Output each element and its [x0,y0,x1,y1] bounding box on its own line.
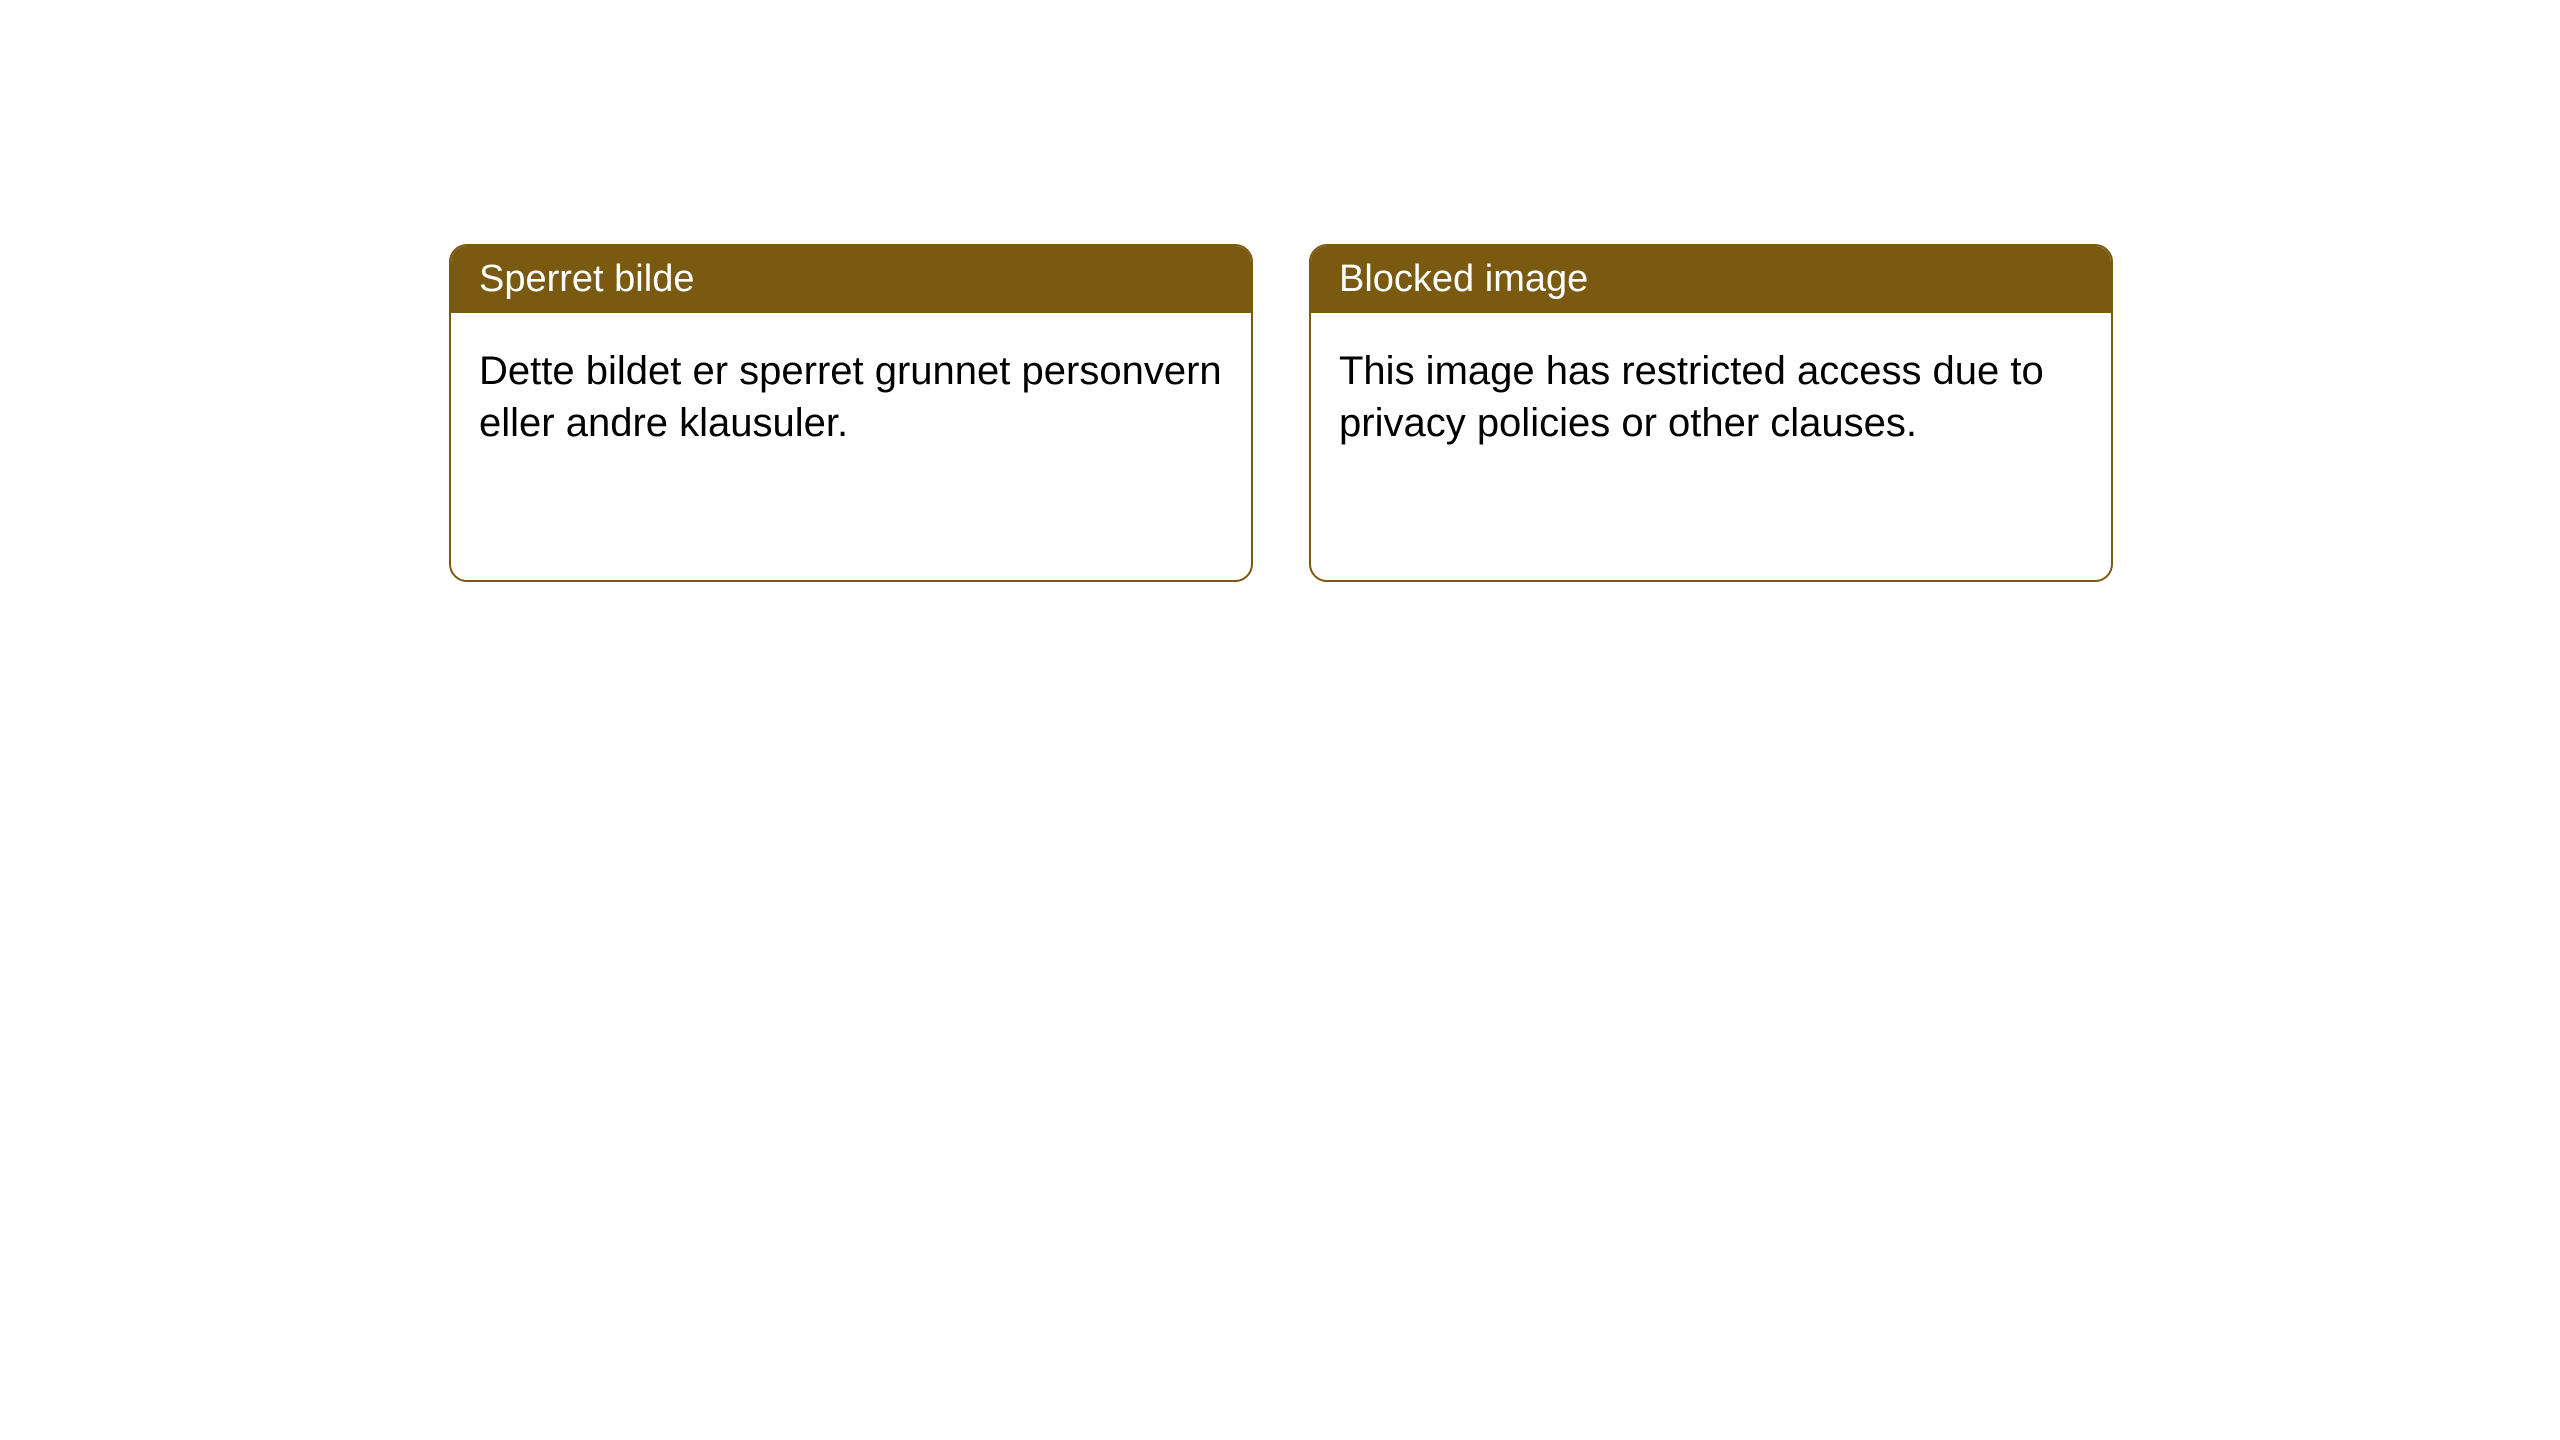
notice-card-english: Blocked image This image has restricted … [1309,244,2113,582]
card-body: This image has restricted access due to … [1311,313,2111,481]
card-header: Sperret bilde [451,246,1251,313]
card-header: Blocked image [1311,246,2111,313]
notice-card-norwegian: Sperret bilde Dette bildet er sperret gr… [449,244,1253,582]
notice-card-container: Sperret bilde Dette bildet er sperret gr… [449,244,2113,582]
card-body: Dette bildet er sperret grunnet personve… [451,313,1251,481]
